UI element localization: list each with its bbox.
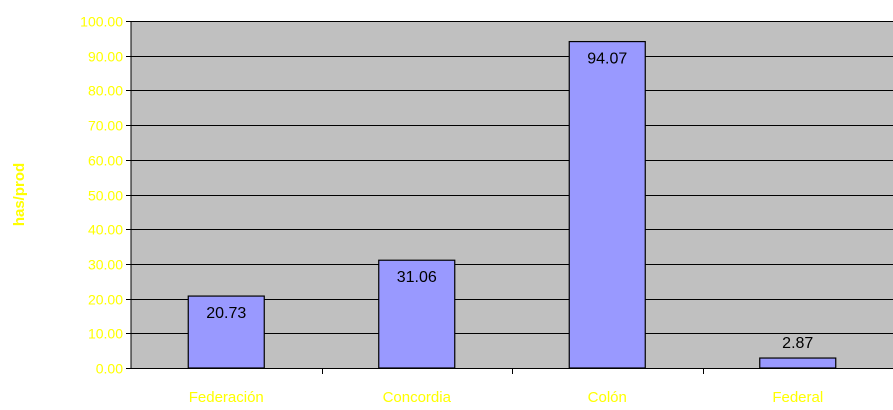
x-category-label: Colón bbox=[588, 389, 627, 406]
y-tick-label: 70.00 bbox=[88, 118, 123, 134]
data-label: 31.06 bbox=[397, 269, 437, 286]
y-tick-label: 100.00 bbox=[80, 14, 123, 30]
y-tick-label: 30.00 bbox=[88, 257, 123, 273]
x-category-label: Federal bbox=[772, 389, 823, 406]
data-label: 94.07 bbox=[587, 51, 627, 68]
bar bbox=[187, 295, 265, 369]
data-label: 2.87 bbox=[782, 335, 813, 352]
y-tick-label: 80.00 bbox=[88, 83, 123, 99]
bar bbox=[378, 259, 456, 369]
y-tick-label: 60.00 bbox=[88, 153, 123, 169]
y-axis: 0.00 10.00 20.00 30.00 40.00 50.00 60.00 70.00 8… bbox=[80, 14, 132, 377]
y-tick-label: 90.00 bbox=[88, 49, 123, 65]
y-tick-label: 10.00 bbox=[88, 326, 123, 342]
y-tick-label: 50.00 bbox=[88, 188, 123, 204]
y-tick-label: 20.00 bbox=[88, 292, 123, 308]
bar bbox=[759, 357, 837, 369]
y-tick-label: 0.00 bbox=[96, 361, 123, 377]
bar bbox=[568, 40, 646, 369]
data-label: 20.73 bbox=[206, 305, 246, 322]
x-category-label: Federación bbox=[189, 389, 264, 406]
gridlines bbox=[131, 21, 893, 334]
bars: 20.73 31.06 94.07 2.87 bbox=[187, 40, 837, 369]
x-axis: Federación Concordia Colón Federal bbox=[131, 368, 893, 406]
y-axis-title: has/prod bbox=[11, 163, 28, 226]
x-category-label: Concordia bbox=[383, 389, 452, 406]
y-tick-label: 40.00 bbox=[88, 222, 123, 238]
